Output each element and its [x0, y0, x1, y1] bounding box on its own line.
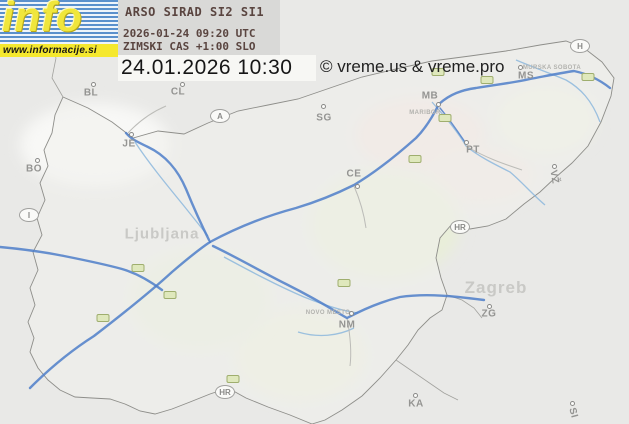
city-label-SG: SG [316, 112, 332, 124]
city-label-NM: NM [338, 319, 356, 331]
logo-url-bar[interactable]: www.informacije.si [0, 44, 118, 57]
city-label-MS: MS [518, 70, 534, 82]
country-sign-hr-4: HR [215, 385, 235, 399]
radar-timezone-note: ZIMSKI CAS +1:00 SLO [123, 40, 256, 53]
city-label-CE: CE [346, 168, 362, 180]
route-shield [337, 279, 351, 287]
country-sign-h-3: H [570, 39, 590, 53]
route-shield [96, 314, 110, 322]
radar-header-box: ARSO SIRAD SI2 SI1 2026-01-24 09:20 UTC … [118, 0, 280, 55]
route-shield [581, 73, 595, 81]
copyright-credit: © vreme.us & vreme.pro [320, 57, 505, 76]
city-dot-NM [349, 311, 354, 316]
route-shield [480, 76, 494, 84]
city-label-KA: KA [408, 398, 424, 410]
country-sign-i-0: I [19, 208, 39, 222]
city-dot-MS [518, 65, 523, 70]
city-dot-VZ [552, 164, 557, 169]
route-shield [226, 375, 240, 383]
city-dot-JE [129, 132, 134, 137]
city-dot-CE [355, 184, 360, 189]
city-dot-SG [321, 104, 326, 109]
informacije-logo[interactable]: info www.informacije.si [0, 0, 118, 57]
logo-url-text: www.informacije.si [3, 45, 97, 56]
country-sign-a-1: A [210, 109, 230, 123]
local-datetime: 24.01.2026 10:30 [118, 55, 316, 81]
city-label-BO: BO [26, 163, 42, 175]
country-sign-hr-2: HR [450, 220, 470, 234]
city-dot-BL [91, 82, 96, 87]
region-name-label: Zagreb [464, 278, 528, 297]
city-label-VZ: VŽ [547, 169, 561, 185]
city-label-SI: SI [566, 406, 580, 420]
logo-brand-text: info [2, 0, 83, 40]
city-label-PT: PT [466, 144, 480, 156]
route-shield [438, 114, 452, 122]
city-dot-MB [436, 102, 441, 107]
route-shield [408, 155, 422, 163]
city-dot-KA [413, 393, 418, 398]
city-dot-SI [570, 401, 575, 406]
city-dot-BO [35, 158, 40, 163]
city-label-ZG: ZG [481, 308, 497, 320]
radar-product-title: ARSO SIRAD SI2 SI1 [125, 5, 265, 19]
city-label-MB: MB [421, 90, 439, 102]
city-label-BL: BL [83, 87, 99, 99]
route-shield [131, 264, 145, 272]
region-name-label: Ljubljana [124, 225, 200, 243]
place-name-label: MARIBOR [409, 110, 441, 116]
radar-utc-time: 2026-01-24 09:20 UTC [123, 27, 256, 40]
place-name-label: NOVO MESTO [305, 310, 351, 316]
city-label-JE: JE [122, 138, 136, 150]
logo-stripes: info [0, 0, 118, 44]
route-shield [163, 291, 177, 299]
city-label-CL: CL [170, 86, 186, 98]
